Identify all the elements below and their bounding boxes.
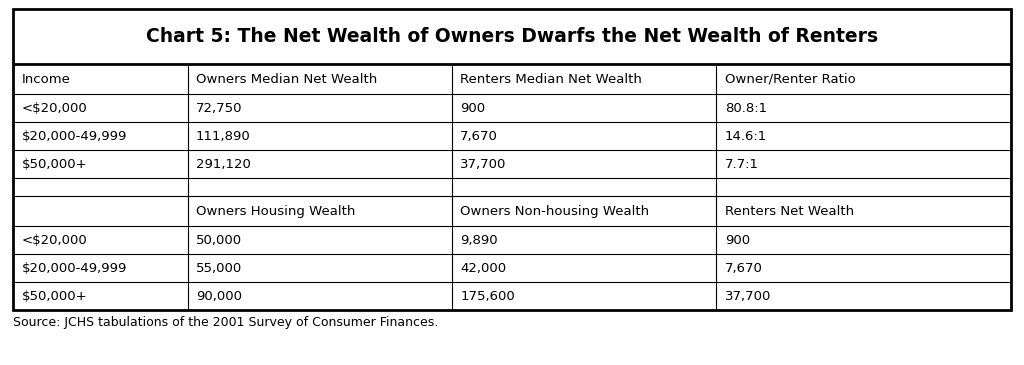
Text: Chart 5: The Net Wealth of Owners Dwarfs the Net Wealth of Renters: Chart 5: The Net Wealth of Owners Dwarfs…: [146, 27, 878, 46]
Text: Renters Net Wealth: Renters Net Wealth: [725, 205, 854, 218]
Text: 900: 900: [461, 101, 485, 115]
Text: Owner/Renter Ratio: Owner/Renter Ratio: [725, 73, 855, 86]
Text: $50,000+: $50,000+: [22, 289, 87, 303]
Text: Renters Median Net Wealth: Renters Median Net Wealth: [461, 73, 642, 86]
Text: Owners Non-housing Wealth: Owners Non-housing Wealth: [461, 205, 649, 218]
Text: 7.7:1: 7.7:1: [725, 158, 759, 170]
Text: 90,000: 90,000: [196, 289, 242, 303]
Text: Source: JCHS tabulations of the 2001 Survey of Consumer Finances.: Source: JCHS tabulations of the 2001 Sur…: [13, 316, 438, 329]
Text: 37,700: 37,700: [461, 158, 507, 170]
Text: 7,670: 7,670: [461, 130, 499, 143]
Text: 7,670: 7,670: [725, 262, 763, 274]
Text: 9,890: 9,890: [461, 234, 498, 247]
Text: 175,600: 175,600: [461, 289, 515, 303]
Text: 72,750: 72,750: [196, 101, 243, 115]
Text: $20,000-49,999: $20,000-49,999: [22, 262, 127, 274]
Text: 42,000: 42,000: [461, 262, 507, 274]
Text: 80.8:1: 80.8:1: [725, 101, 767, 115]
Text: $50,000+: $50,000+: [22, 158, 87, 170]
Text: 291,120: 291,120: [196, 158, 251, 170]
Text: Owners Median Net Wealth: Owners Median Net Wealth: [196, 73, 377, 86]
Text: Income: Income: [22, 73, 71, 86]
Text: 14.6:1: 14.6:1: [725, 130, 767, 143]
Text: 111,890: 111,890: [196, 130, 251, 143]
Text: Owners Housing Wealth: Owners Housing Wealth: [196, 205, 355, 218]
Text: <$20,000: <$20,000: [22, 101, 87, 115]
Text: 55,000: 55,000: [196, 262, 243, 274]
Text: 37,700: 37,700: [725, 289, 771, 303]
Text: <$20,000: <$20,000: [22, 234, 87, 247]
Text: 50,000: 50,000: [196, 234, 242, 247]
Text: 900: 900: [725, 234, 750, 247]
Text: $20,000-49,999: $20,000-49,999: [22, 130, 127, 143]
